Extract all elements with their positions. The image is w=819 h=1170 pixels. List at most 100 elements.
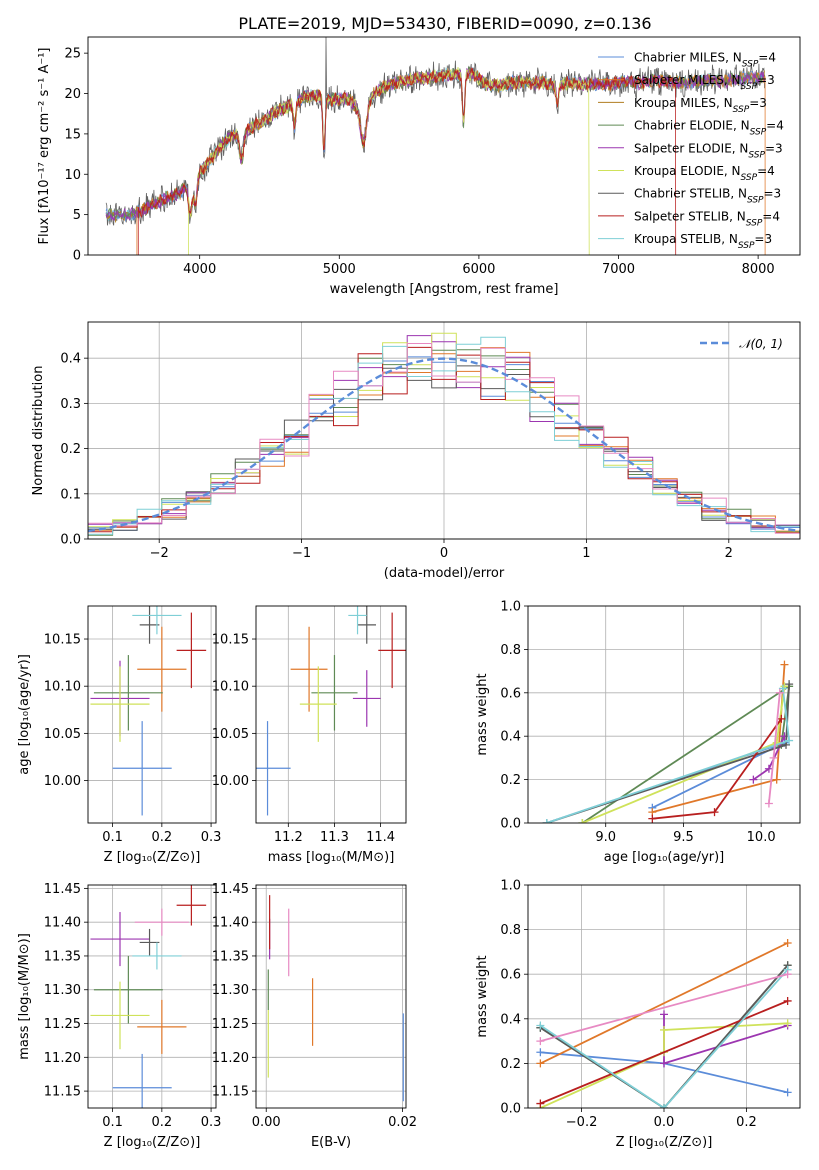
x-tick-label: 11.4	[366, 830, 395, 845]
y-tick-label: 0.8	[500, 923, 521, 938]
weight-marker	[764, 799, 773, 808]
y-tick-label: 11.45	[212, 882, 249, 897]
weight-marker	[660, 1104, 668, 1108]
weight-series-line	[540, 942, 788, 1065]
weight-marker	[536, 1099, 545, 1108]
y-tick-label: 10.15	[44, 633, 81, 648]
x-tick-label: −0.2	[566, 1115, 598, 1130]
axes-frame	[255, 884, 407, 1109]
x-tick-label: 9.0	[595, 830, 616, 845]
axes-frame	[87, 36, 801, 256]
gaussian-curve	[88, 357, 800, 533]
y-tick-label: 11.30	[212, 983, 249, 998]
weight-marker	[780, 660, 789, 669]
x-axis-label: mass [log₁₀(M/M⊙)]	[268, 850, 395, 865]
weight-marker	[783, 1088, 792, 1097]
y-tick-label: 11.45	[44, 882, 81, 897]
y-axis-label: mass weight	[475, 955, 490, 1037]
weight-series-line	[540, 1000, 788, 1105]
x-axis-label: Z [log₁₀(Z/Z⊙)]	[104, 850, 201, 865]
y-tick-label: 0.2	[60, 442, 81, 457]
y-axis-label: age [log₁₀(age/yr)]	[17, 654, 32, 775]
y-tick-label: 0.0	[500, 817, 521, 832]
weight-marker	[660, 1010, 668, 1019]
y-tick-label: 0.3	[60, 397, 81, 412]
y-tick-label: 11.15	[44, 1085, 81, 1100]
y-tick-label: 1.0	[500, 879, 521, 894]
x-tick-label: 0.00	[252, 1115, 281, 1130]
y-tick-label: 25	[64, 47, 81, 62]
weight-lines	[542, 660, 794, 823]
y-axis-label: Normed distribution	[31, 366, 46, 496]
x-tick-label: 6000	[462, 262, 495, 277]
y-tick-label: 10.00	[44, 774, 81, 789]
x-tick-label: 0.3	[201, 1115, 222, 1130]
weight-marker	[783, 970, 792, 979]
y-axis-label: mass weight	[475, 673, 490, 755]
y-tick-label: 0.1	[60, 487, 81, 502]
axes-frame	[87, 605, 217, 824]
y-tick-label: 5	[73, 208, 81, 223]
histogram-series	[88, 332, 800, 539]
weight-series-line	[540, 973, 788, 1042]
histogram-series	[88, 349, 800, 539]
x-tick-label: 0.2	[152, 1115, 173, 1130]
y-tick-label: 0.6	[500, 686, 521, 701]
x-tick-label: 0.2	[152, 830, 173, 845]
weight-marker	[536, 1048, 545, 1057]
weight-marker	[775, 688, 784, 697]
y-tick-label: 0	[73, 249, 81, 264]
y-tick-label: 10	[64, 168, 81, 183]
weight-marker	[772, 775, 781, 784]
x-tick-label: 4000	[183, 262, 216, 277]
weight-marker	[778, 684, 787, 693]
y-tick-label: 10.10	[212, 680, 249, 695]
y-tick-label: 1.0	[500, 600, 521, 615]
y-tick-label: 0.4	[60, 352, 81, 367]
y-tick-label: 11.35	[212, 949, 249, 964]
axes-frame	[527, 605, 801, 824]
weight-marker	[648, 814, 657, 823]
weight-marker	[542, 819, 551, 823]
x-axis-label: Z [log₁₀(Z/Z⊙)]	[616, 1135, 713, 1150]
y-tick-label: 11.25	[44, 1017, 81, 1032]
errorbar-group	[256, 606, 406, 816]
y-tick-label: 11.40	[212, 916, 249, 931]
x-axis-label: (data-model)/error	[384, 566, 505, 581]
x-tick-label: 10.0	[747, 830, 776, 845]
y-tick-label: 0.6	[500, 968, 521, 983]
histogram-series	[88, 356, 800, 539]
weight-marker	[578, 819, 587, 823]
x-axis-label: wavelength [Angstrom, rest frame]	[330, 282, 559, 297]
x-tick-label: 0.1	[102, 830, 123, 845]
y-tick-label: 15	[64, 127, 81, 142]
y-tick-label: 10.00	[212, 774, 249, 789]
x-tick-label: 5000	[323, 262, 356, 277]
weight-marker	[660, 1025, 668, 1034]
legend-label: 𝒩(0, 1)	[739, 337, 783, 351]
y-tick-label: 20	[64, 87, 81, 102]
histogram-series	[88, 347, 800, 539]
y-tick-label: 0.8	[500, 643, 521, 658]
x-tick-label: 11.2	[274, 830, 303, 845]
x-tick-label: 0	[440, 546, 448, 561]
y-tick-label: 0.0	[500, 1102, 521, 1117]
x-tick-label: 11.3	[320, 830, 349, 845]
weight-series-line	[539, 964, 789, 1108]
x-tick-label: 7000	[602, 262, 635, 277]
y-tick-label: 11.20	[212, 1051, 249, 1066]
x-tick-label: 0.3	[201, 830, 222, 845]
axes-frame	[87, 321, 801, 540]
y-axis-label: mass [log₁₀(M/M⊙)]	[17, 933, 32, 1060]
y-tick-label: 10.10	[44, 680, 81, 695]
x-tick-label: −2	[150, 546, 169, 561]
weight-marker	[536, 1059, 545, 1068]
weight-marker	[536, 1037, 545, 1046]
weight-marker	[783, 938, 792, 947]
histogram-series	[88, 365, 800, 539]
weight-marker	[710, 808, 719, 817]
y-tick-label: 0.4	[500, 730, 521, 745]
errorbar-group	[90, 606, 207, 816]
y-tick-label: 10.05	[44, 727, 81, 742]
